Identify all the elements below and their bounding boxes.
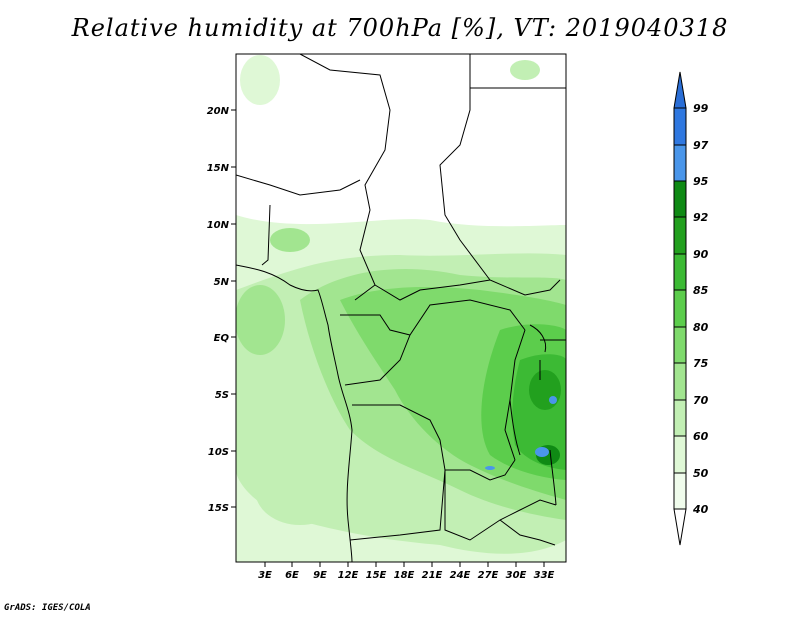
lon-label: 15E <box>366 570 387 581</box>
colorbar-cap-bottom <box>673 508 687 546</box>
colorbar-bin-70-75 <box>673 362 687 401</box>
lat-label: 10S <box>208 447 229 458</box>
lake-malawi <box>549 449 557 506</box>
map-frame <box>235 53 567 563</box>
colorbar-bin-80-85 <box>673 289 687 328</box>
colorbar-bin-60-70 <box>673 399 687 437</box>
border-angola-south <box>349 469 446 541</box>
colorbar-label: 70 <box>693 394 709 407</box>
colorbar-label: 75 <box>693 357 709 370</box>
lat-label: 20N <box>207 106 230 117</box>
colorbar <box>673 71 687 546</box>
coastline-west-africa <box>236 264 353 562</box>
colorbar-bin-92-95 <box>673 180 687 218</box>
lake-victoria <box>529 324 547 353</box>
humidity-60-70 <box>510 60 540 80</box>
lat-label: EQ <box>214 333 230 344</box>
colorbar-label: 60 <box>693 430 709 443</box>
border-north-2 <box>439 54 561 296</box>
colorbar-bin-95-97 <box>673 144 687 182</box>
colorbar-bin-40-50 <box>673 472 687 510</box>
colorbar-bin-85-90 <box>673 253 687 291</box>
colorbar-label: 90 <box>693 248 709 261</box>
colorbar-label: 85 <box>693 284 709 297</box>
colorbar-labels: 99 97 95 92 90 85 80 75 70 60 50 40 <box>692 102 709 516</box>
lake-tanganyika <box>509 399 521 456</box>
colorbar-cap-top <box>673 71 687 109</box>
colorbar-label: 80 <box>693 321 709 334</box>
colorbar-label: 40 <box>692 503 709 516</box>
border-north-1 <box>299 54 391 301</box>
humidity-90-92 <box>529 370 561 410</box>
humidity-70-75 <box>270 228 310 252</box>
colorbar-bin-75-80 <box>673 326 687 364</box>
lat-label: 15S <box>208 503 229 514</box>
lat-label: 10N <box>207 220 230 231</box>
lon-label: 12E <box>338 570 359 581</box>
map-boundaries <box>236 54 566 562</box>
border-south <box>499 519 556 546</box>
credit-text: GrADS: IGES/COLA <box>4 603 91 613</box>
lon-label: 21E <box>422 570 443 581</box>
lon-label: 3E <box>258 570 272 581</box>
colorbar-bin-90-92 <box>673 216 687 255</box>
lat-label: 5S <box>215 390 229 401</box>
colorbar-bin-97-99 <box>673 107 687 146</box>
humidity-95-97 <box>485 466 495 470</box>
colorbar-label: 99 <box>693 102 709 115</box>
border-drc-west <box>344 299 526 386</box>
colorbar-label: 92 <box>693 211 709 224</box>
lat-axis: 20N 15N 10N 5N EQ 5S 10S 15S <box>207 106 236 514</box>
lon-label: 24E <box>450 570 471 581</box>
lon-label: 9E <box>313 570 327 581</box>
lon-label: 33E <box>534 570 555 581</box>
lat-label: 15N <box>207 163 230 174</box>
lon-label: 27E <box>478 570 499 581</box>
border-central-2 <box>340 314 411 336</box>
humidity-60-70 <box>255 455 345 525</box>
colorbar-label: 97 <box>693 139 709 152</box>
humidity-50-60 <box>240 55 280 105</box>
lon-axis: 3E 6E 9E 12E 15E 18E 21E 24E 27E 30E 33E <box>258 562 555 581</box>
border-west-1 <box>236 174 361 196</box>
map-title: Relative humidity at 700hPa [%], VT: 201… <box>71 14 729 42</box>
colorbar-label: 50 <box>693 467 709 480</box>
humidity-95-97 <box>549 396 557 404</box>
border-west-2 <box>261 204 271 266</box>
lon-label: 18E <box>394 570 415 581</box>
border-central-1 <box>374 279 491 301</box>
lon-label: 30E <box>506 570 527 581</box>
humidity-70-75 <box>236 285 285 355</box>
humidity-field <box>236 54 566 562</box>
lat-label: 5N <box>214 277 230 288</box>
humidity-95-97 <box>535 447 549 457</box>
colorbar-label: 95 <box>693 175 709 188</box>
colorbar-bin-50-60 <box>673 435 687 474</box>
lon-label: 6E <box>285 570 299 581</box>
